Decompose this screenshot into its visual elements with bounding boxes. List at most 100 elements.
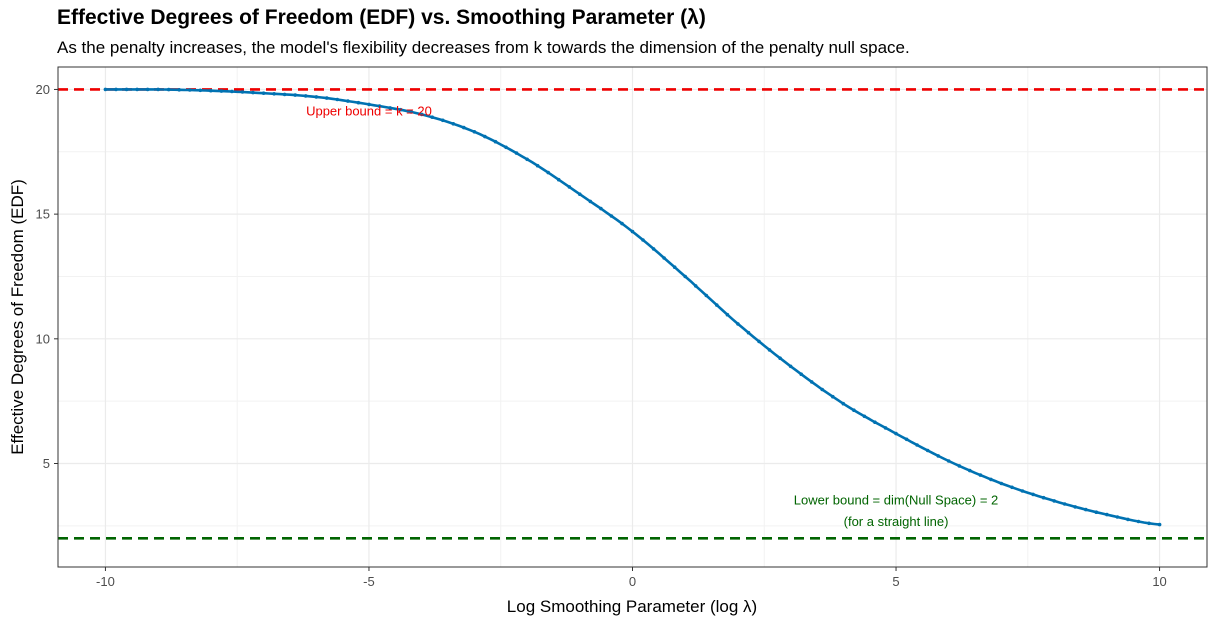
y-axis-title: Effective Degrees of Freedom (EDF) [8, 179, 27, 455]
edf-point [525, 157, 529, 162]
x-axis-title: Log Smoothing Parameter (log λ) [507, 597, 757, 616]
edf-point [736, 322, 740, 326]
edf-point [672, 265, 677, 270]
chart-title: Effective Degrees of Freedom (EDF) vs. S… [57, 6, 706, 29]
upper-bound-label: Upper bound = k = 20 [306, 104, 432, 119]
edf-point [114, 87, 118, 92]
edf-point [198, 88, 203, 93]
edf-point [325, 96, 329, 100]
edf-point [620, 221, 624, 226]
edf-point [894, 431, 898, 436]
edf-point [809, 380, 814, 384]
edf-point [430, 115, 435, 119]
edf-point [1157, 522, 1162, 527]
edf-point [230, 89, 234, 94]
edf-point [483, 134, 487, 139]
y-tick-label: 5 [43, 456, 50, 471]
y-tick-label: 10 [36, 331, 50, 346]
edf-point [377, 104, 382, 108]
edf-point [1147, 521, 1151, 526]
edf-point [409, 110, 413, 114]
edf-point [725, 312, 730, 317]
edf-point [493, 139, 498, 144]
lower-bound-label: Lower bound = dim(Null Space) = 2 [794, 493, 999, 508]
edf-point [398, 107, 403, 112]
edf-point [989, 477, 993, 482]
edf-point [441, 118, 445, 123]
edf-point [831, 394, 835, 399]
x-tick-label: -10 [96, 574, 115, 589]
edf-point [599, 206, 603, 211]
edf-point [546, 170, 550, 175]
x-tick-label: 10 [1152, 574, 1166, 589]
edf-point [272, 92, 276, 96]
edf-point [219, 89, 224, 93]
axis-ticks: -10 -5 0 5 10 5 10 15 20 [36, 82, 1167, 589]
edf-point [462, 125, 466, 130]
edf-point [609, 214, 614, 218]
edf-point [388, 106, 392, 110]
edf-point [177, 88, 181, 92]
edf-point [578, 192, 582, 196]
edf-point [1094, 510, 1099, 514]
edf-point [915, 443, 919, 447]
edf-point [567, 185, 572, 189]
edf-point [630, 229, 635, 234]
edf-point [1073, 505, 1077, 509]
x-tick-label: 0 [629, 574, 636, 589]
edf-point [293, 93, 298, 97]
edf-point [251, 90, 255, 95]
edf-point [367, 102, 371, 107]
edf-point [240, 90, 245, 94]
edf-point [799, 372, 803, 377]
edf-point [124, 87, 129, 92]
edf-point [1052, 499, 1056, 503]
edf-point [335, 97, 340, 102]
edf-point [1020, 489, 1025, 493]
annotations: Upper bound = k = 20 Lower bound = dim(Nu… [306, 104, 998, 529]
edf-point [841, 401, 846, 406]
edf-point [1041, 495, 1046, 500]
edf-point [103, 87, 108, 92]
chart-subtitle: As the penalty increases, the model's fl… [57, 38, 910, 57]
edf-point [683, 274, 687, 279]
edf-point [135, 87, 139, 92]
edf-point [356, 100, 361, 105]
series-layer [103, 87, 1162, 527]
x-tick-label: 5 [892, 574, 899, 589]
edf-point [883, 426, 888, 430]
edf-point [820, 387, 824, 392]
edf-point [873, 420, 877, 425]
edf-point [261, 91, 266, 95]
edf-point [346, 99, 350, 103]
lower-bound-sublabel: (for a straight line) [844, 514, 949, 529]
edf-point [852, 408, 856, 413]
edf-point [778, 356, 782, 361]
edf-point [514, 151, 519, 155]
edf-point [1031, 492, 1035, 497]
y-tick-label: 15 [36, 207, 50, 222]
edf-point [1136, 519, 1141, 524]
edf-point [862, 414, 867, 419]
edf-point [1126, 517, 1130, 522]
edf-point [1010, 485, 1014, 490]
edf-point [419, 112, 424, 117]
edf-point [588, 199, 593, 204]
edf-point [788, 364, 793, 369]
edf-point [767, 348, 772, 352]
edf-point [662, 256, 666, 260]
edf-point [999, 481, 1004, 486]
edf-point [957, 464, 962, 468]
edf-point [925, 448, 930, 453]
edf-point [145, 87, 150, 92]
edf-point [946, 459, 951, 463]
edf-point [757, 339, 761, 344]
edf-point [651, 247, 656, 251]
edf-point [693, 284, 698, 288]
edf-point [314, 95, 319, 99]
edf-point [978, 473, 983, 477]
edf-point [535, 163, 540, 168]
edf-point [303, 94, 308, 98]
edf-point [704, 293, 709, 298]
